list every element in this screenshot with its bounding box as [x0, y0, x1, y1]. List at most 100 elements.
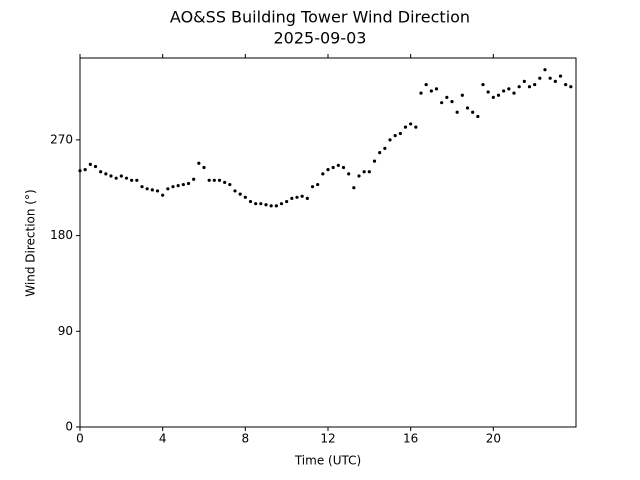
point	[248, 199, 253, 204]
point	[388, 138, 392, 142]
point	[336, 163, 340, 168]
point	[279, 202, 284, 206]
y-tick-label: 0	[65, 420, 73, 434]
point	[305, 196, 309, 200]
point	[527, 85, 532, 89]
point	[352, 186, 356, 190]
point	[362, 170, 366, 174]
point	[259, 202, 263, 206]
point	[238, 192, 242, 196]
point	[424, 82, 428, 87]
point	[357, 174, 361, 178]
point	[507, 87, 511, 91]
point	[161, 193, 165, 197]
point	[522, 79, 526, 83]
point	[372, 159, 377, 163]
point	[310, 185, 315, 189]
point	[440, 101, 444, 105]
y-axis-label: Wind Direction (°)	[24, 189, 38, 296]
point	[88, 162, 92, 166]
point	[476, 114, 480, 119]
point	[403, 125, 408, 129]
point	[316, 182, 320, 187]
point	[533, 82, 537, 87]
point	[409, 122, 413, 126]
y-tick-label: 180	[50, 228, 73, 242]
point	[254, 202, 258, 206]
point	[465, 106, 470, 110]
point	[538, 76, 542, 80]
point	[140, 185, 144, 189]
point	[207, 178, 211, 182]
point	[434, 87, 439, 91]
point	[274, 204, 278, 208]
point	[285, 199, 289, 204]
point	[569, 85, 573, 89]
point	[217, 178, 222, 182]
point	[176, 184, 180, 188]
point	[233, 189, 237, 193]
point	[512, 91, 516, 95]
point	[290, 196, 294, 200]
point	[186, 181, 191, 186]
point	[471, 110, 475, 114]
point	[99, 170, 103, 174]
point	[181, 182, 185, 187]
point	[496, 93, 501, 97]
point	[486, 90, 490, 94]
point	[124, 176, 129, 180]
point	[264, 203, 268, 207]
point	[104, 172, 108, 176]
point	[341, 165, 346, 170]
point	[130, 178, 134, 182]
point	[228, 182, 232, 187]
point	[455, 110, 459, 114]
point	[114, 176, 118, 180]
point	[398, 131, 402, 136]
point	[331, 165, 335, 170]
point	[491, 95, 495, 99]
point	[166, 187, 170, 191]
point	[150, 188, 154, 192]
point	[145, 187, 149, 191]
point	[445, 95, 449, 99]
point	[553, 79, 557, 83]
x-tick-label: 20	[486, 432, 501, 446]
point	[543, 68, 547, 72]
point	[300, 194, 304, 198]
point	[223, 180, 227, 185]
point	[295, 195, 299, 199]
point	[119, 174, 123, 178]
point	[460, 93, 464, 97]
y-tick-label: 270	[50, 132, 73, 146]
point	[171, 185, 175, 189]
point	[419, 91, 423, 95]
x-axis-label: Time (UTC)	[294, 454, 361, 468]
point	[383, 146, 387, 150]
x-tick-label: 4	[159, 432, 167, 446]
x-tick-label: 8	[242, 432, 250, 446]
point	[197, 161, 201, 165]
point	[192, 177, 196, 181]
chart-title: AO&SS Building Tower Wind Direction	[170, 8, 470, 27]
point	[135, 178, 139, 182]
point	[429, 89, 433, 93]
x-tick-label: 12	[320, 432, 335, 446]
point	[93, 164, 98, 169]
point	[548, 76, 552, 80]
point	[212, 178, 216, 182]
point	[564, 82, 568, 87]
point	[321, 172, 325, 176]
x-tick-label: 16	[403, 432, 418, 446]
y-tick-label: 90	[58, 324, 73, 338]
point	[414, 125, 418, 129]
point	[502, 89, 506, 93]
point	[378, 151, 382, 155]
point	[326, 168, 330, 172]
point	[269, 204, 273, 208]
point	[83, 168, 87, 172]
point	[367, 170, 371, 174]
point	[202, 165, 206, 170]
point	[155, 189, 160, 193]
